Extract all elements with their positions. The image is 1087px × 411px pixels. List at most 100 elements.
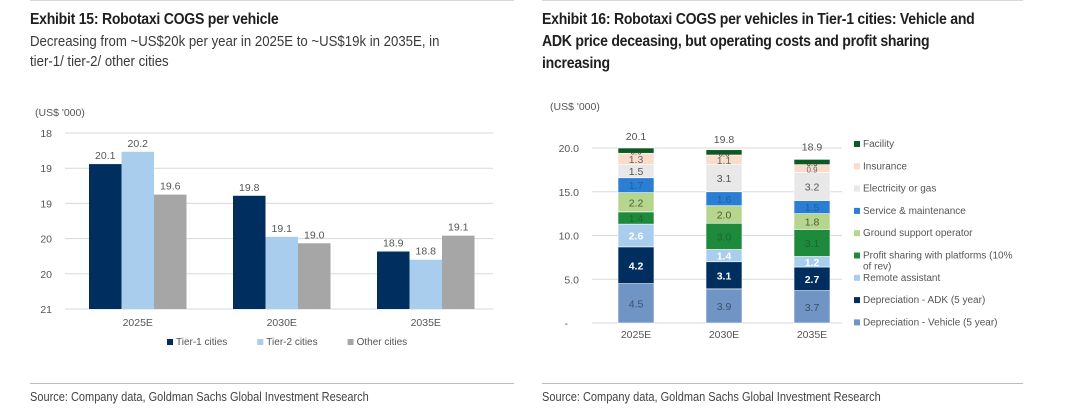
segment-label: 2.2 xyxy=(629,197,644,209)
legend-swatch xyxy=(854,141,860,147)
total-label: 18.9 xyxy=(802,142,823,154)
segment-label: 4.2 xyxy=(629,260,644,272)
data-label: 19.1 xyxy=(448,222,469,234)
exhibit-15-panel: Exhibit 15: Robotaxi COGS per vehicle De… xyxy=(30,0,514,411)
exhibit-15-subtitle-line-2: tier-1/ tier-2/ other cities xyxy=(30,53,169,70)
bar-tier-2-cities-2025E xyxy=(121,151,154,309)
exhibit-15-source: Source: Company data, Goldman Sachs Glob… xyxy=(30,390,369,404)
segment-profit-sharing-with-platforms-10-of-rev--2035E xyxy=(793,229,831,257)
x-tick-label: 2030E xyxy=(709,329,739,341)
y-tick-label: 21 xyxy=(40,304,52,316)
y-tick-label: 10.0 xyxy=(559,231,580,243)
top-divider xyxy=(30,0,514,1)
legend-swatch xyxy=(854,185,860,192)
exhibit-16-title-line-3: increasing xyxy=(542,55,610,72)
legend-label: Electricity or gas xyxy=(863,184,936,195)
segment-label: 1.8 xyxy=(805,217,820,229)
bar-tier-2-cities-2035E xyxy=(409,259,442,309)
segment-facility-2025E xyxy=(617,147,655,154)
legend-label: Insurance xyxy=(863,161,907,172)
segment-label: 1.5 xyxy=(805,202,820,214)
data-label: 18.8 xyxy=(416,246,437,258)
x-tick-label: 2035E xyxy=(797,329,827,341)
segment-label: 1.4 xyxy=(629,213,644,225)
legend-swatch xyxy=(854,163,860,170)
segment-label: 1.1 xyxy=(717,155,732,167)
legend-swatch xyxy=(257,339,264,345)
exhibit-16-title-line-1: Exhibit 16: Robotaxi COGS per vehicles i… xyxy=(542,11,975,28)
segment-label: 1.5 xyxy=(629,166,644,178)
segment-depreciation-vehicle-5-year--2035E xyxy=(793,290,831,324)
segment-label: 3.2 xyxy=(805,182,820,194)
legend-swatch xyxy=(854,207,860,214)
legend-label: Tier-2 cities xyxy=(266,337,317,348)
y-tick-label: 5.0 xyxy=(564,274,579,286)
data-label: 20.2 xyxy=(128,138,149,150)
exhibit-16-panel: Exhibit 16: Robotaxi COGS per vehicles i… xyxy=(542,0,1023,411)
segment-depreciation-adk-5-year--2030E xyxy=(705,261,743,290)
x-tick-label: 2035E xyxy=(411,317,441,329)
data-label: 19.6 xyxy=(160,181,181,193)
segment-label: 2.7 xyxy=(805,274,820,286)
data-label: 19.8 xyxy=(239,182,260,194)
exhibit-16-chart: (US$ '000) - 5.0 10.0 15.0 20.0 4.5 4.2 2.6 1.4 2.… xyxy=(550,101,1013,341)
exhibit-15-chart: (US$ '000) 21 20 20 19 19 18 20.1 20.2 19.6 2025E 1… xyxy=(35,107,493,348)
segment-label: 0.6 xyxy=(630,148,642,157)
exhibit-16-source: Source: Company data, Goldman Sachs Glob… xyxy=(542,390,881,404)
y-tick-label: 19 xyxy=(40,163,52,175)
legend-label: Facility xyxy=(863,139,894,150)
data-label: 19.0 xyxy=(304,229,325,241)
y-tick-label: - xyxy=(565,318,569,330)
segment-label: 2.6 xyxy=(629,231,644,243)
segment-label: 0.6 xyxy=(806,159,818,168)
segment-label: 0.6 xyxy=(718,149,730,158)
segment-electricity-or-gas-2030E xyxy=(705,164,743,193)
segment-label: 3.1 xyxy=(805,238,820,250)
y-axis-unit-label: (US$ '000) xyxy=(35,107,85,119)
y-tick-label: 20.0 xyxy=(559,143,580,155)
segment-label: 3.1 xyxy=(717,270,732,282)
segment-label: 3.9 xyxy=(717,301,732,313)
legend-swatch xyxy=(854,252,860,259)
legend-label: Service & maintenance xyxy=(863,206,966,217)
segment-label: 1.7 xyxy=(629,180,644,192)
y-tick-label: 15.0 xyxy=(559,187,580,199)
x-tick-label: 2025E xyxy=(123,317,153,329)
bar-tier-2-cities-2030E xyxy=(265,236,298,309)
legend-swatch xyxy=(167,339,173,345)
legend-label: Ground support operator xyxy=(863,228,973,239)
bar-other-cities-2030E xyxy=(298,243,331,309)
bar-other-cities-2025E xyxy=(154,194,187,309)
bar-tier-1-cities-2030E xyxy=(233,195,266,309)
exhibit-15-subtitle-line-1: Decreasing from ~US$20k per year in 2025… xyxy=(30,33,440,50)
bar-tier-1-cities-2035E xyxy=(377,251,410,309)
segment-label: 1.2 xyxy=(805,257,820,269)
legend-swatch xyxy=(854,230,860,237)
y-tick-label: 20 xyxy=(40,234,52,246)
total-label: 20.1 xyxy=(626,131,647,143)
legend-label: Other cities xyxy=(357,337,408,348)
segment-electricity-or-gas-2035E xyxy=(793,172,831,201)
segment-label: 3.1 xyxy=(717,173,732,185)
legend-label: Remote assistant xyxy=(863,273,940,284)
source-divider xyxy=(30,383,514,384)
exhibit-15-title: Exhibit 15: Robotaxi COGS per vehicle xyxy=(30,11,279,28)
legend-swatch xyxy=(854,297,860,304)
segment-label: 1.4 xyxy=(717,251,732,263)
exhibit-16-title-line-2: ADK price deceasing, but operating costs… xyxy=(542,33,930,50)
legend-swatch xyxy=(854,274,860,281)
segment-label: 1.3 xyxy=(629,154,644,166)
segment-depreciation-vehicle-5-year--2025E xyxy=(617,283,655,324)
segment-depreciation-adk-5-year--2025E xyxy=(617,246,655,284)
segment-facility-2035E xyxy=(793,159,831,165)
bar-other-cities-2035E xyxy=(442,235,475,309)
data-label: 19.1 xyxy=(272,223,293,235)
y-axis-unit-label: (US$ '000) xyxy=(550,101,600,113)
segment-label: 3.0 xyxy=(717,231,732,243)
legend-label: Depreciation - Vehicle (5 year) xyxy=(863,317,998,328)
top-divider xyxy=(542,0,1023,1)
source-divider xyxy=(542,383,1023,384)
legend-swatch xyxy=(347,339,354,345)
y-tick-label: 19 xyxy=(40,198,52,210)
legend-swatch xyxy=(854,319,860,326)
